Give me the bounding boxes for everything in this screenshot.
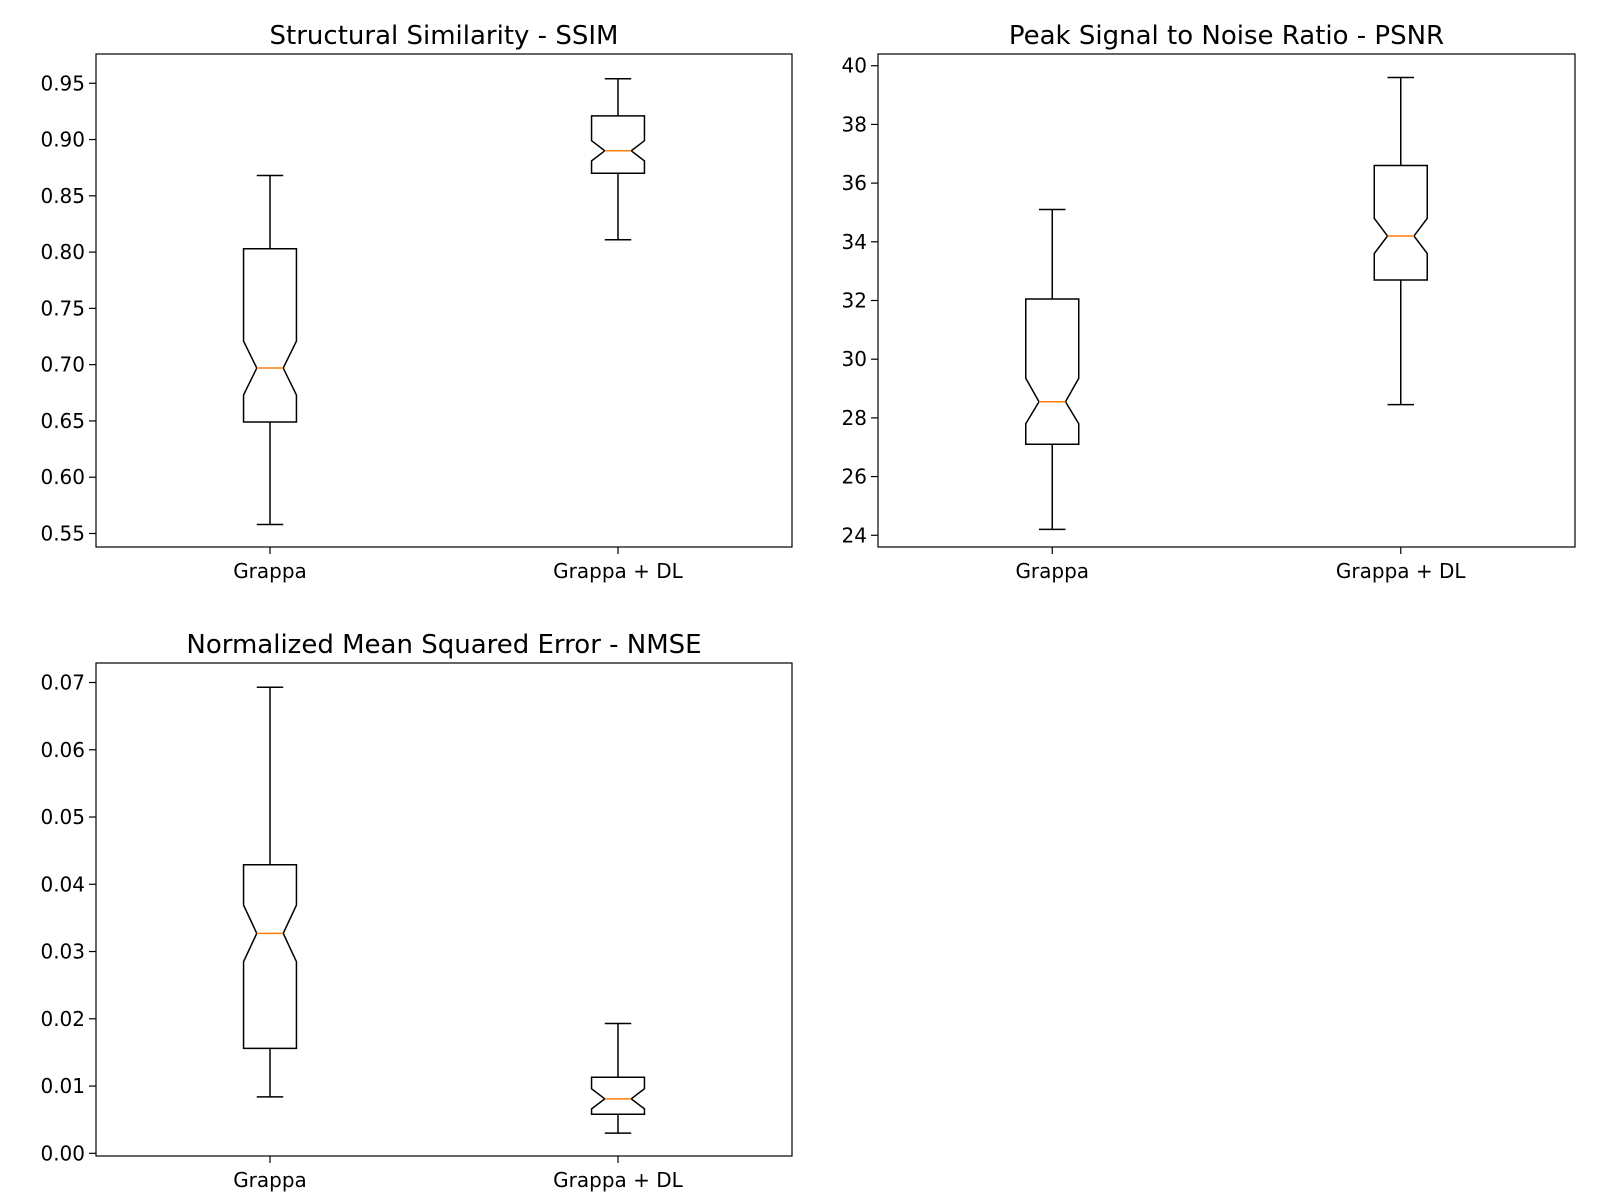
ssim-y-tick-label: 0.65: [40, 409, 85, 433]
psnr-y-tick-label: 28: [842, 406, 867, 430]
ssim-y-tick-label: 0.60: [40, 465, 85, 489]
ssim-notched-box: [242, 247, 298, 423]
ssim-plot-frame: [95, 53, 793, 548]
nmse-box-2: [590, 1022, 646, 1134]
ssim-y-tick-label: 0.70: [40, 353, 85, 377]
nmse-plot-frame: [95, 662, 793, 1157]
ssim-box-2: [590, 78, 646, 241]
nmse-y-tick-label: 0.01: [40, 1074, 85, 1098]
psnr-title: Peak Signal to Noise Ratio - PSNR: [1009, 21, 1444, 51]
psnr-y-tick-label: 40: [842, 54, 867, 78]
psnr-y-tick-label: 26: [842, 465, 867, 489]
nmse-notched-box: [590, 1076, 646, 1116]
ssim-panel: Structural Similarity - SSIM 0.55 0.60 0.65…: [40, 21, 793, 583]
ssim-y-tick-label: 0.75: [40, 296, 85, 320]
nmse-title: Normalized Mean Squared Error - NMSE: [186, 630, 701, 660]
nmse-y-tick-label: 0.02: [40, 1007, 85, 1031]
psnr-y-tick-label: 32: [842, 289, 867, 313]
nmse-panel: Normalized Mean Squared Error - NMSE 0.00…: [40, 630, 793, 1192]
ssim-y-tick-label: 0.90: [40, 128, 85, 152]
nmse-y-tick-label: 0.05: [40, 805, 85, 829]
ssim-title: Structural Similarity - SSIM: [270, 21, 619, 51]
psnr-category-label: Grappa + DL: [1336, 559, 1466, 583]
ssim-notched-box: [590, 115, 646, 175]
psnr-y-tick-label: 34: [842, 230, 867, 254]
nmse-category-label: Grappa + DL: [553, 1168, 683, 1192]
ssim-box-1: [242, 174, 298, 526]
psnr-panel: Peak Signal to Noise Ratio - PSNR 24 26 28 3…: [842, 21, 1576, 583]
nmse-category-label: Grappa: [233, 1168, 307, 1192]
psnr-notched-box: [1373, 164, 1428, 281]
nmse-y-tick-label: 0.06: [40, 738, 85, 762]
ssim-y-tick-label: 0.95: [40, 71, 85, 95]
nmse-y-tick-label: 0.04: [40, 872, 85, 896]
ssim-category-label: Grappa: [233, 559, 307, 583]
ssim-category-label: Grappa + DL: [553, 559, 683, 583]
ssim-y-tick-label: 0.85: [40, 184, 85, 208]
psnr-notched-box: [1025, 298, 1080, 446]
nmse-box-1: [242, 686, 298, 1098]
nmse-notched-box: [242, 864, 298, 1050]
psnr-y-tick-label: 36: [842, 171, 867, 195]
ssim-y-tick-label: 0.55: [40, 521, 85, 545]
psnr-y-tick-label: 24: [842, 523, 867, 547]
psnr-y-tick-label: 38: [842, 112, 867, 136]
psnr-box-2: [1373, 76, 1428, 406]
ssim-y-tick-label: 0.80: [40, 240, 85, 264]
psnr-category-label: Grappa: [1015, 559, 1089, 583]
psnr-box-1: [1025, 208, 1080, 531]
nmse-y-tick-label: 0.03: [40, 940, 85, 964]
nmse-y-tick-label: 0.07: [40, 671, 85, 695]
psnr-plot-frame: [877, 53, 1576, 548]
nmse-y-tick-label: 0.00: [40, 1141, 85, 1165]
psnr-y-tick-label: 30: [842, 347, 867, 371]
